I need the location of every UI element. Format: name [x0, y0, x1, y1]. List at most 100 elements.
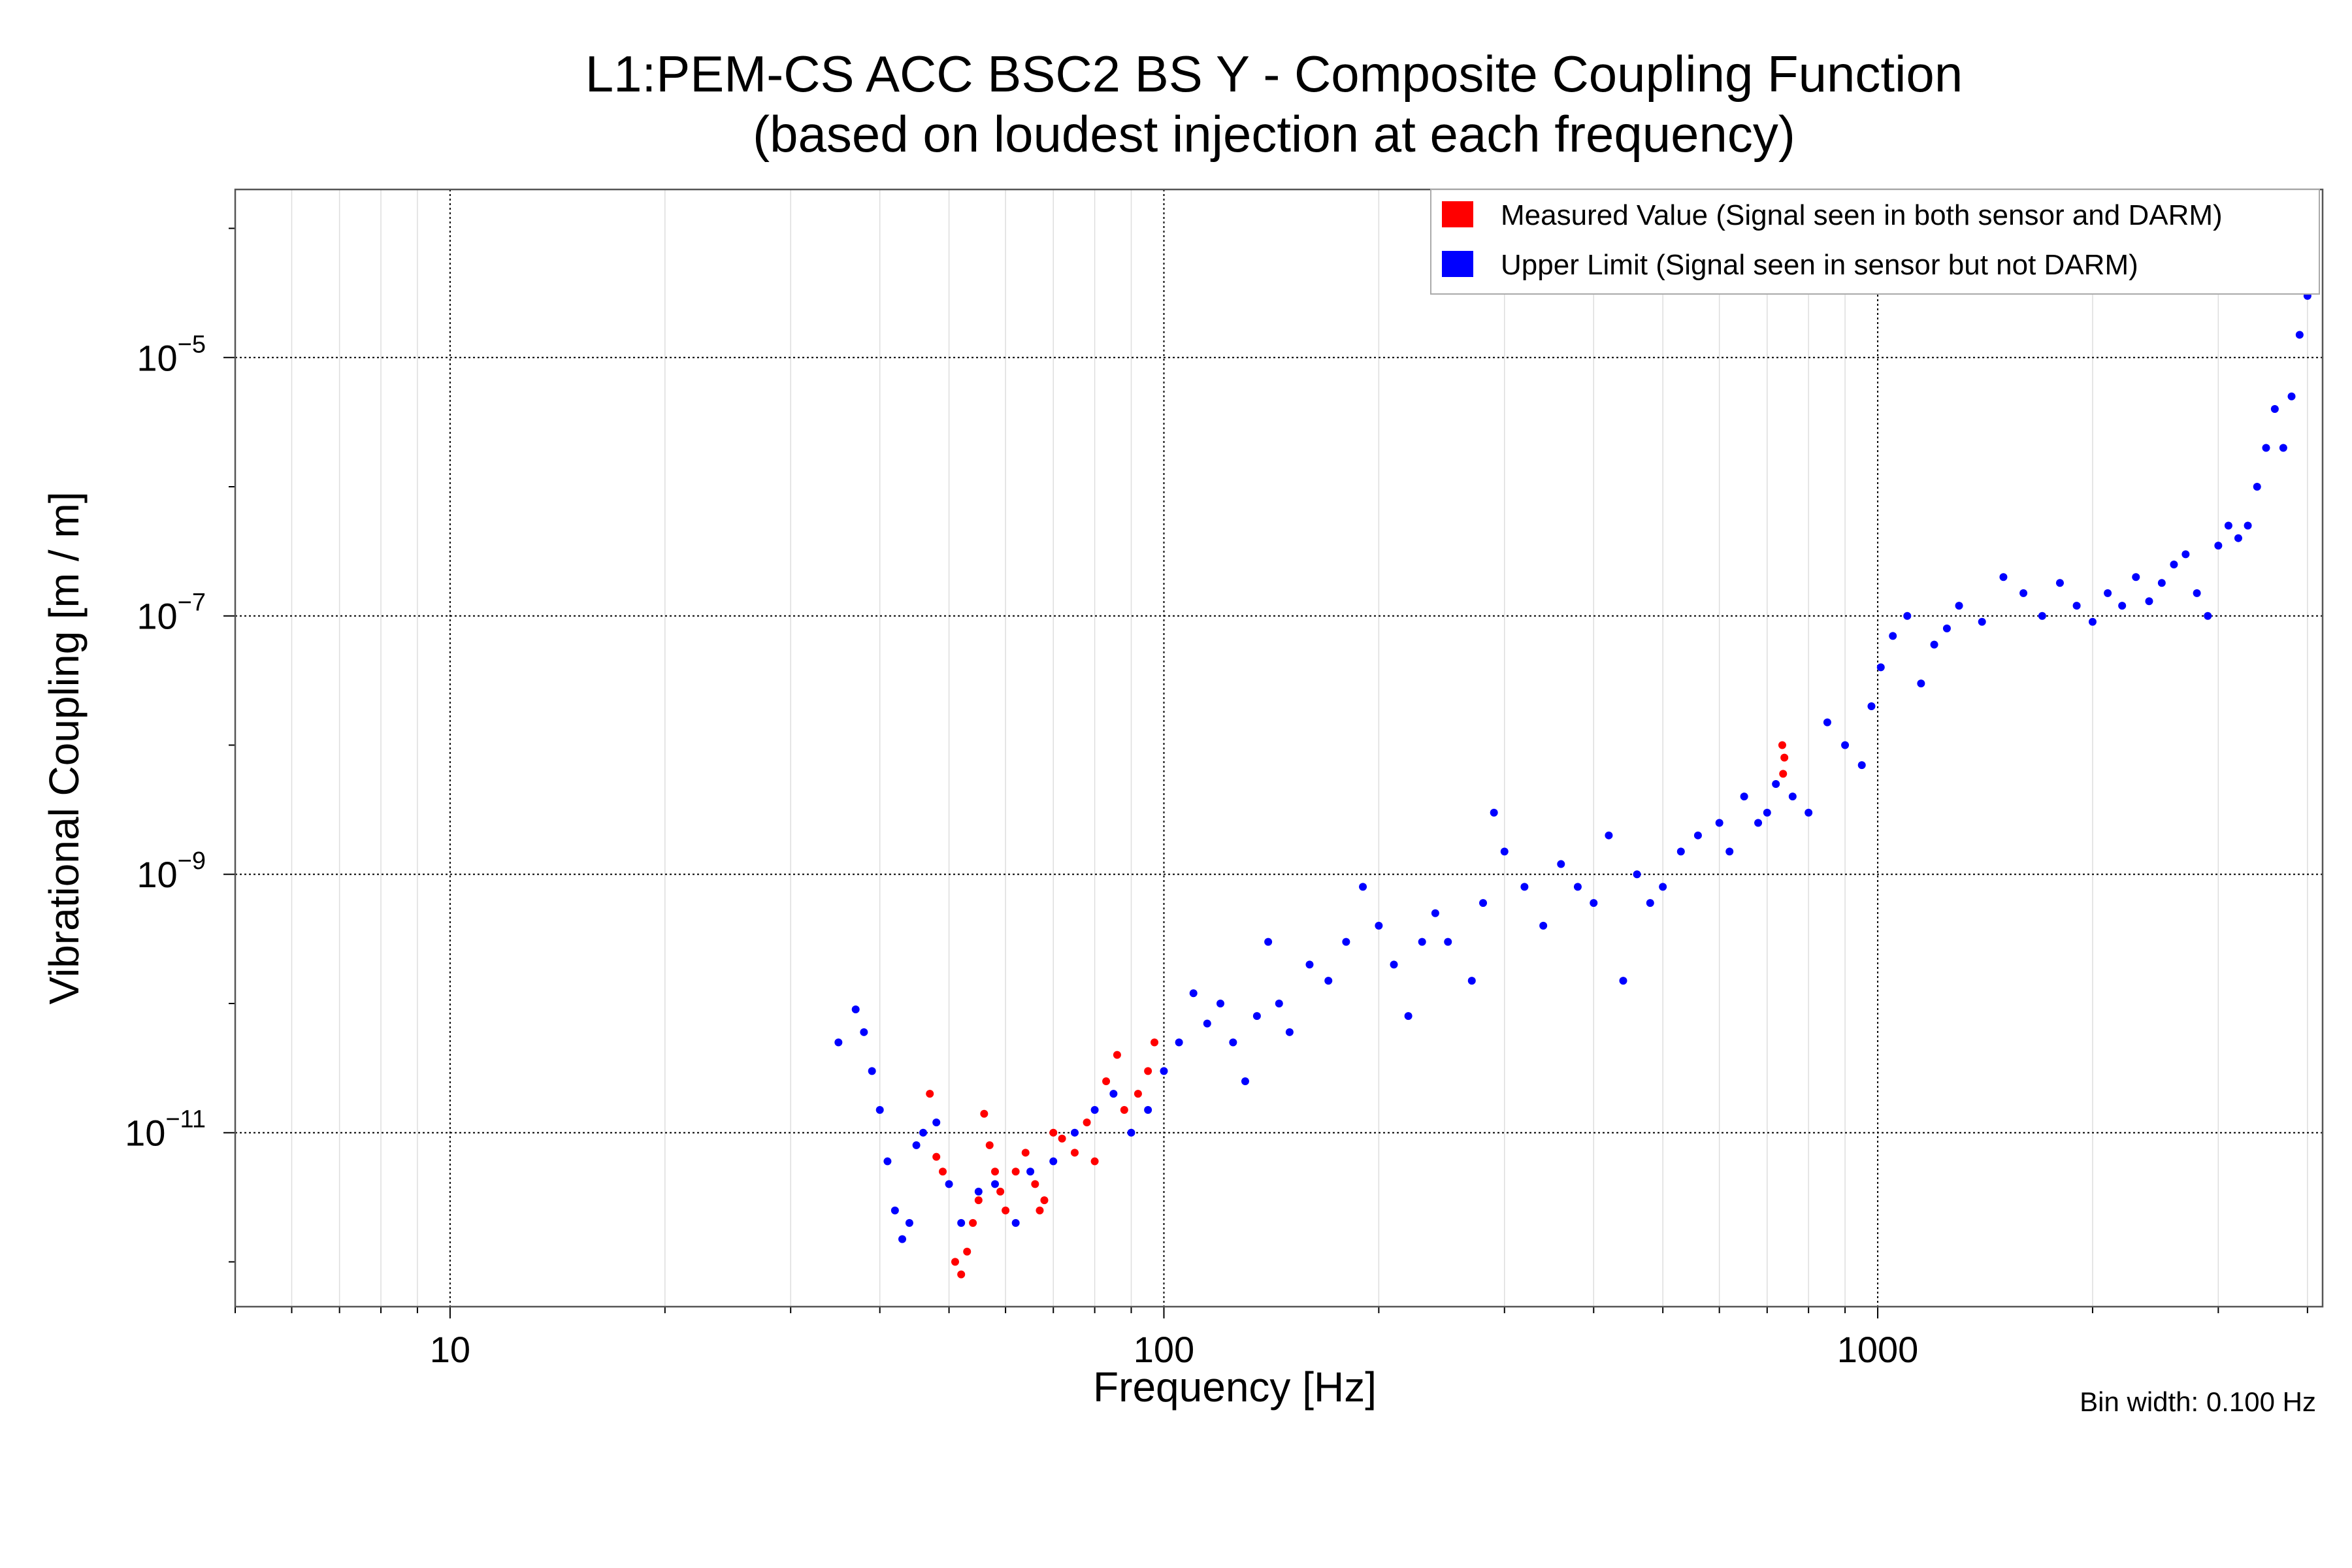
axis-ticks: 10 100 1000 10−5 10−7 10−9 10−11: [125, 227, 2308, 1370]
upper-limit-point: [860, 1028, 868, 1036]
upper-limit-point: [868, 1067, 876, 1075]
upper-limit-point: [1479, 899, 1488, 907]
y-tick-label: 10−7: [137, 589, 206, 637]
upper-limit-point: [1444, 938, 1452, 946]
upper-limit-point: [1011, 1218, 1020, 1227]
measured-point: [938, 1168, 947, 1176]
y-tick-label: 10−11: [125, 1106, 206, 1154]
chart-title-line-1: L1:PEM-CS ACC BSC2 BS Y - Composite Coup…: [585, 45, 1963, 103]
upper-limit-point: [1418, 938, 1426, 946]
upper-limit-point: [1431, 909, 1439, 917]
measured-point: [1011, 1168, 1020, 1176]
upper-limit-point: [1109, 1090, 1118, 1098]
measured-point: [1070, 1149, 1079, 1157]
upper-limit-point: [2253, 483, 2261, 491]
upper-limit-point: [1229, 1038, 1237, 1047]
upper-limit-point: [2181, 550, 2190, 559]
measured-point: [957, 1270, 966, 1279]
upper-limit-point: [912, 1141, 921, 1149]
upper-limit-point: [1857, 761, 1866, 770]
upper-limit-point: [1693, 831, 1702, 840]
upper-limit-point: [1942, 624, 1951, 632]
upper-limit-point: [1127, 1128, 1135, 1137]
upper-limit-point: [1889, 632, 1897, 640]
measured-point: [1144, 1067, 1152, 1075]
measured-point: [1083, 1119, 1091, 1127]
legend-label-measured: Measured Value (Signal seen in both sens…: [1501, 199, 2223, 231]
upper-limit-point: [1715, 819, 1723, 827]
upper-limit-point: [2088, 617, 2097, 626]
upper-limit-point: [890, 1206, 899, 1215]
x-tick-label: 100: [1134, 1329, 1194, 1370]
measured-point: [932, 1152, 941, 1161]
upper-limit-point: [1999, 573, 2008, 581]
upper-limit-point: [851, 1005, 860, 1013]
upper-limit-point: [2244, 521, 2252, 530]
upper-limit-point: [1841, 741, 1850, 749]
upper-limit-point: [2072, 602, 2081, 610]
upper-limit-point: [2262, 444, 2270, 452]
upper-limit-point: [2193, 589, 2201, 597]
measured-point: [969, 1218, 977, 1227]
measured-point: [985, 1141, 994, 1149]
upper-limit-point: [1619, 977, 1627, 985]
bin-width-note: Bin width: 0.100 Hz: [2080, 1386, 2316, 1417]
upper-limit-point: [1573, 883, 1582, 891]
upper-limit-point: [2019, 589, 2028, 597]
measured-point: [1002, 1206, 1010, 1215]
upper-limit-point: [2038, 612, 2046, 620]
upper-limit-point: [974, 1187, 983, 1196]
measured-point: [980, 1109, 988, 1118]
x-tick-label: 1000: [1837, 1329, 1919, 1370]
upper-limit-point: [945, 1180, 953, 1188]
upper-limit-point: [1763, 808, 1771, 817]
measured-point: [926, 1090, 934, 1098]
upper-limit-point: [1772, 780, 1780, 789]
upper-limit-point: [2279, 444, 2287, 452]
legend-box: [1430, 189, 2320, 295]
upper-limit-point: [1500, 847, 1509, 856]
upper-limit-point: [1090, 1105, 1099, 1114]
upper-limit-point: [1359, 883, 1367, 891]
upper-limit-point: [1725, 847, 1734, 856]
measured-point: [1036, 1206, 1044, 1215]
upper-limit-point: [2224, 521, 2232, 530]
upper-limit-point: [1252, 1012, 1261, 1021]
upper-limit-point: [1633, 870, 1641, 879]
measured-point: [1778, 741, 1786, 749]
upper-limit-point: [1275, 999, 1283, 1007]
upper-limit-point: [1490, 808, 1498, 817]
measured-point: [991, 1168, 1000, 1176]
upper-limit-point: [932, 1119, 941, 1127]
upper-limit-point: [875, 1105, 884, 1114]
chart-title-line-2: (based on loudest injection at each freq…: [753, 105, 1795, 163]
measured-point: [974, 1196, 983, 1205]
measured-point: [1113, 1051, 1121, 1059]
measured-point: [1058, 1134, 1066, 1143]
upper-limit-point: [1740, 792, 1748, 801]
upper-limit-point: [1557, 860, 1565, 868]
measured-point: [1102, 1077, 1111, 1086]
upper-limit-point: [1049, 1157, 1058, 1166]
upper-limit-point: [883, 1157, 892, 1166]
plot-frame: [234, 188, 2324, 1308]
upper-limit-point: [2157, 579, 2166, 587]
legend: Measured Value (Signal seen in both sens…: [1430, 189, 2320, 295]
upper-limit-point: [1955, 602, 1963, 610]
upper-limit-point: [1676, 847, 1685, 856]
measured-point: [1134, 1090, 1142, 1098]
x-axis-label: Frequency [Hz]: [1093, 1364, 1377, 1411]
y-axis-label: Vibrational Coupling [m / m]: [41, 492, 88, 1005]
measured-point: [1090, 1157, 1099, 1166]
upper-limit-point: [1070, 1128, 1079, 1137]
upper-limit-point: [1788, 792, 1797, 801]
upper-limit-point: [1026, 1168, 1035, 1176]
upper-limit-point: [1305, 960, 1314, 969]
scatter-points: [834, 244, 2319, 1279]
measured-point: [1049, 1128, 1058, 1137]
upper-limit-point: [1264, 938, 1273, 946]
upper-limit-point: [1241, 1077, 1249, 1086]
upper-limit-point: [1144, 1105, 1152, 1114]
upper-limit-point: [1930, 640, 1938, 649]
